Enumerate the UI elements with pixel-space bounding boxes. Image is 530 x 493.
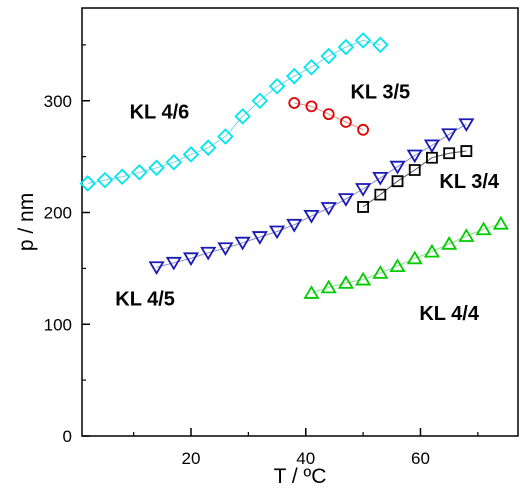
- data-point: [303, 209, 320, 224]
- data-point: [458, 228, 475, 242]
- series-annotation: KL 4/4: [419, 303, 480, 325]
- series-annotation: KL 4/5: [115, 288, 175, 310]
- y-tick-label: 100: [44, 315, 72, 334]
- data-point: [148, 159, 165, 177]
- data-point: [423, 243, 441, 258]
- data-point: [234, 108, 251, 125]
- data-point: [165, 256, 182, 271]
- data-point: [322, 108, 335, 121]
- data-point: [475, 221, 492, 236]
- y-tick-label: 300: [44, 92, 72, 111]
- data-point: [131, 163, 148, 181]
- plot-frame-group: [81, 7, 519, 437]
- data-point: [337, 193, 354, 207]
- axis-ticks-group: 20 40 60 0 100 200 300: [44, 44, 479, 468]
- series-line: [294, 102, 364, 131]
- data-point: [391, 175, 404, 188]
- data-point: [200, 246, 217, 261]
- data-point: [251, 92, 269, 110]
- series-annotation: KL 4/6: [130, 102, 190, 124]
- data-point: [492, 215, 509, 230]
- data-point: [251, 231, 268, 245]
- data-point: [182, 146, 200, 163]
- data-point: [303, 58, 320, 76]
- x-axis-label: T / ºC: [274, 465, 327, 488]
- data-point: [268, 225, 286, 240]
- data-point: [96, 171, 114, 189]
- data-point: [217, 128, 234, 145]
- data-point: [305, 100, 318, 113]
- data-point: [460, 145, 473, 157]
- data-point: [372, 265, 389, 279]
- data-point: [285, 67, 303, 85]
- data-point: [165, 153, 183, 171]
- data-point: [441, 236, 458, 250]
- data-point: [199, 139, 217, 156]
- data-point: [234, 236, 251, 251]
- data-point: [372, 36, 389, 54]
- data-point: [79, 175, 97, 192]
- x-tick-label: 20: [182, 449, 201, 468]
- data-point: [426, 151, 438, 164]
- data-point: [355, 183, 372, 197]
- series-lines-group: [87, 39, 501, 294]
- data-point: [268, 77, 286, 95]
- data-point: [148, 261, 165, 276]
- plot-frame: [81, 7, 519, 437]
- data-point: [113, 168, 131, 186]
- data-point: [389, 258, 406, 273]
- data-point: [443, 147, 456, 160]
- x-tick-label: 40: [296, 449, 315, 468]
- series-line: [156, 123, 467, 268]
- data-point: [320, 279, 337, 294]
- series-line: [311, 223, 501, 294]
- data-point: [337, 38, 355, 56]
- series-annotation: KL 3/4: [439, 171, 500, 193]
- series-line: [87, 39, 381, 184]
- series-line: [362, 150, 467, 208]
- y-tick-label: 0: [63, 427, 72, 446]
- data-point: [217, 242, 234, 257]
- data-point: [423, 139, 441, 154]
- data-point: [372, 171, 389, 186]
- y-axis-label: p / nm: [15, 193, 38, 251]
- series-annotation: KL 3/5: [350, 82, 410, 104]
- y-tick-label: 200: [44, 204, 72, 223]
- data-point: [286, 218, 303, 233]
- data-point: [355, 271, 372, 286]
- text-labels-group: T / ºC p / nm KL 4/6 KL 3/5 KL 3/4 KL 4/5 KL…: [15, 82, 500, 488]
- data-points-group: [79, 32, 509, 299]
- data-point: [357, 123, 370, 136]
- data-point: [303, 285, 320, 299]
- data-point: [337, 275, 354, 289]
- data-point: [389, 160, 406, 175]
- data-point: [182, 252, 200, 267]
- data-point: [374, 188, 387, 201]
- data-point: [320, 202, 337, 216]
- data-point: [406, 149, 423, 164]
- data-point: [441, 128, 458, 143]
- data-point: [320, 47, 337, 65]
- data-point: [406, 250, 423, 265]
- x-tick-label: 60: [411, 449, 430, 468]
- data-point: [357, 201, 370, 213]
- data-point: [408, 164, 421, 176]
- data-point: [458, 118, 475, 132]
- data-point: [339, 116, 352, 128]
- data-point: [288, 97, 301, 109]
- data-point: [354, 32, 372, 49]
